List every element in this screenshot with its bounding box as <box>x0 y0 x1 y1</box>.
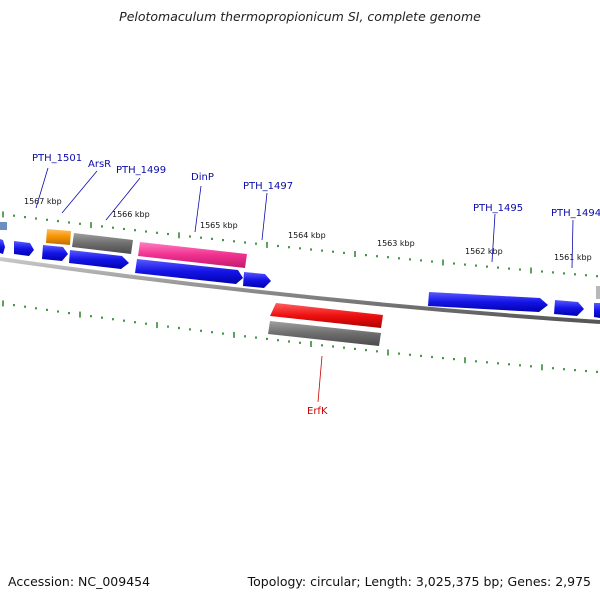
gene-label-pth1495[interactable]: PTH_1495 <box>473 203 523 214</box>
genome-backbone <box>0 257 600 324</box>
gene-label-dinp[interactable]: DinP <box>191 172 214 183</box>
gene-labels: PTH_1501 ArsR PTH_1499 DinP PTH_1497 PTH… <box>32 153 600 417</box>
cds-arrow[interactable] <box>0 239 5 254</box>
connector-pth1495 <box>491 213 496 263</box>
connector-dinp <box>194 185 202 233</box>
grey-feature[interactable] <box>596 286 600 299</box>
orange-feature[interactable] <box>46 229 71 245</box>
ruler-label-1565: 1565 kbp <box>200 221 238 230</box>
outer-tick-ring <box>2 211 598 278</box>
cds-arrow[interactable] <box>0 222 7 230</box>
cds-arrow[interactable] <box>243 272 271 288</box>
accession-text: Accession: NC_009454 <box>8 574 151 589</box>
grey-feature[interactable] <box>268 321 381 346</box>
connector-arsr <box>61 170 98 214</box>
ruler-label-1562: 1562 kbp <box>465 247 503 256</box>
connector-pth1499 <box>105 177 141 221</box>
ruler-label-1564: 1564 kbp <box>288 231 326 240</box>
ruler-label-1561: 1561 kbp <box>554 253 592 262</box>
gene-label-arsr[interactable]: ArsR <box>88 159 111 170</box>
connector-pth1494 <box>571 219 574 269</box>
cds-arrow[interactable] <box>42 245 68 261</box>
dinp-feature[interactable] <box>138 242 247 268</box>
connector-erfk <box>317 355 323 403</box>
gene-label-pth1494[interactable]: PTH_1494 <box>551 208 600 219</box>
connector-pth1497 <box>261 192 268 241</box>
gene-label-erfk[interactable]: ErfK <box>307 406 328 417</box>
ruler-label-1567: 1567 kbp <box>24 197 62 206</box>
ruler-labels: 1567 kbp 1566 kbp 1565 kbp 1564 kbp 1563… <box>24 197 592 262</box>
gene-label-pth1501[interactable]: PTH_1501 <box>32 153 82 164</box>
forward-strand-features <box>0 222 600 318</box>
cds-arrow[interactable] <box>135 259 243 284</box>
reverse-strand-features <box>268 303 383 346</box>
genome-stats-text: Topology: circular; Length: 3,025,375 bp… <box>247 574 591 589</box>
cds-arrow[interactable] <box>428 292 548 312</box>
cds-arrow[interactable] <box>14 241 34 256</box>
map-title: Pelotomaculum thermopropionicum SI, comp… <box>119 9 481 24</box>
ruler-label-1563: 1563 kbp <box>377 239 415 248</box>
label-connectors <box>35 167 574 403</box>
cds-arrow[interactable] <box>554 300 584 316</box>
ruler-label-1566: 1566 kbp <box>112 210 150 219</box>
gene-label-pth1497[interactable]: PTH_1497 <box>243 181 293 192</box>
grey-feature[interactable] <box>72 233 133 254</box>
erfk-feature[interactable] <box>270 303 383 328</box>
cds-arrow[interactable] <box>594 303 600 318</box>
inner-tick-ring <box>2 300 598 373</box>
cds-arrow[interactable] <box>69 250 129 269</box>
connector-pth1501 <box>35 167 49 209</box>
gene-label-pth1499[interactable]: PTH_1499 <box>116 165 166 176</box>
